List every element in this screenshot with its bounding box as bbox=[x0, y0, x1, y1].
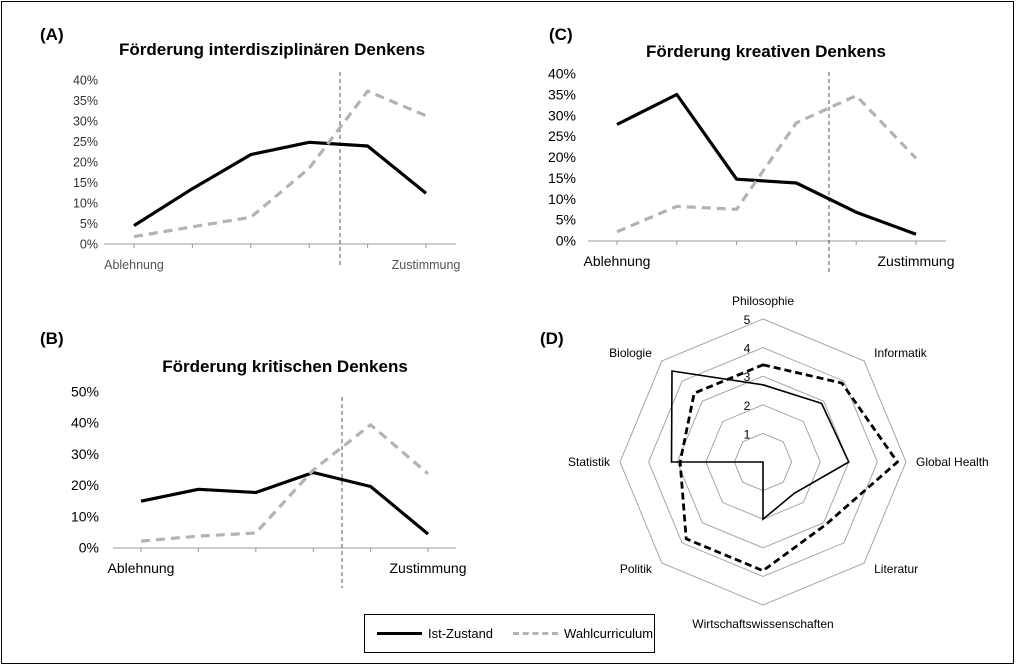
radar-axis-label: Philosophie bbox=[732, 294, 794, 308]
panel-b-series-wahl-line bbox=[140, 423, 430, 543]
panel-a-ytick-label: 10% bbox=[73, 197, 98, 211]
panel-c-xlabel-left: Ablehnung bbox=[584, 253, 651, 269]
legend-item-ist: Ist-Zustand bbox=[365, 626, 493, 641]
radar-grid-ring bbox=[619, 318, 907, 606]
panel-c-ytick-label: 30% bbox=[548, 107, 576, 123]
panel-a-xlabel-left: Ablehnung bbox=[104, 258, 164, 272]
panel-c-xlabel-right: Zustimmung bbox=[877, 253, 954, 269]
panel-a-title: Förderung interdisziplinären Denkens bbox=[119, 40, 425, 59]
panel-b-ytick-label: 30% bbox=[71, 446, 99, 462]
panel-d-letter: (D) bbox=[540, 329, 564, 348]
panel-a-ytick-label: 30% bbox=[73, 115, 98, 129]
radar-axis-label: Biologie bbox=[609, 346, 652, 360]
panel-c-series-ist-line bbox=[616, 92, 917, 236]
radar-tick-label: 2 bbox=[744, 399, 751, 413]
radar-series-ist bbox=[670, 370, 850, 521]
panel-a-ytick-label: 35% bbox=[73, 94, 98, 108]
radar-axis-label: Global Health bbox=[916, 455, 989, 469]
panel-b-title: Förderung kritischen Denkens bbox=[162, 357, 408, 376]
panel-a-series-ist-line bbox=[133, 140, 428, 227]
panel-b-ytick-label: 20% bbox=[71, 477, 99, 493]
panel-c-title: Förderung kreativen Denkens bbox=[646, 42, 886, 61]
panel-c-ytick-label: 10% bbox=[548, 191, 576, 207]
panel-a-ytick-label: 40% bbox=[73, 74, 98, 88]
panel-d: (D) 1 2 3 4 5 Philosophie Informatik Global Hea… bbox=[540, 294, 989, 631]
panel-b: (B) Förderung kritischen Denkens Ablehnu… bbox=[40, 329, 467, 588]
panel-a-ytick-label: 20% bbox=[73, 156, 98, 170]
legend-swatch-wahl bbox=[513, 632, 559, 635]
panel-b-series-ist-line bbox=[140, 470, 430, 536]
panel-b-xlabel-left: Ablehnung bbox=[108, 560, 175, 576]
panel-b-ytick-label: 50% bbox=[71, 384, 99, 400]
legend: Ist-Zustand Wahlcurriculum bbox=[364, 614, 655, 653]
panel-c-series-wahl-line bbox=[616, 94, 918, 234]
radar-grid-ring bbox=[648, 347, 878, 577]
panel-a-ytick-label: 25% bbox=[73, 135, 98, 149]
radar-axis-label: Statistik bbox=[568, 455, 611, 469]
radar-axis-label: Wirtschaftswissenschaften bbox=[692, 617, 833, 631]
panel-c-ytick-label: 20% bbox=[548, 149, 576, 165]
panel-b-ytick-label: 40% bbox=[71, 415, 99, 431]
panel-a-letter: (A) bbox=[40, 25, 64, 44]
panel-b-xlabel-right: Zustimmung bbox=[389, 560, 466, 576]
panel-c-ytick-label: 35% bbox=[548, 86, 576, 102]
radar-axis-label: Politik bbox=[620, 562, 653, 576]
panel-c-ytick-label: 25% bbox=[548, 128, 576, 144]
legend-label-ist: Ist-Zustand bbox=[428, 626, 494, 641]
radar-axis-label: Literatur bbox=[874, 562, 918, 576]
radar-tick-label: 3 bbox=[744, 370, 751, 384]
panel-a-ytick-label: 5% bbox=[80, 217, 98, 231]
panel-b-ytick-label: 10% bbox=[71, 508, 99, 524]
legend-item-wahl: Wahlcurriculum bbox=[501, 626, 653, 641]
radar-series-wahl bbox=[678, 363, 900, 573]
panel-a-ytick-label: 0% bbox=[80, 238, 98, 252]
panel-c-ytick-label: 40% bbox=[548, 66, 576, 82]
legend-label-wahl: Wahlcurriculum bbox=[564, 626, 654, 641]
panel-a: (A) Förderung interdisziplinären Denkens… bbox=[40, 25, 460, 272]
panel-a-xlabel-right: Zustimmung bbox=[392, 258, 461, 272]
panel-a-series-wahl-line bbox=[133, 89, 427, 239]
panel-c-letter: (C) bbox=[549, 25, 573, 44]
panel-b-letter: (B) bbox=[40, 329, 64, 348]
radar-tick-label: 5 bbox=[744, 313, 751, 327]
radar-tick-label: 1 bbox=[744, 427, 751, 441]
panel-c-ytick-label: 5% bbox=[556, 212, 576, 228]
panel-b-ytick-label: 0% bbox=[79, 540, 99, 556]
legend-swatch-ist bbox=[377, 632, 422, 635]
panel-c-ytick-label: 15% bbox=[548, 170, 576, 186]
radar-axis-label: Informatik bbox=[874, 346, 928, 360]
radar-tick-label: 4 bbox=[744, 342, 751, 356]
radar-grid-ring bbox=[676, 375, 850, 549]
panel-a-ytick-label: 15% bbox=[73, 176, 98, 190]
panel-c: (C) Förderung kreativen Denkens Ablehnun… bbox=[548, 25, 955, 272]
panel-c-ytick-label: 0% bbox=[556, 233, 576, 249]
